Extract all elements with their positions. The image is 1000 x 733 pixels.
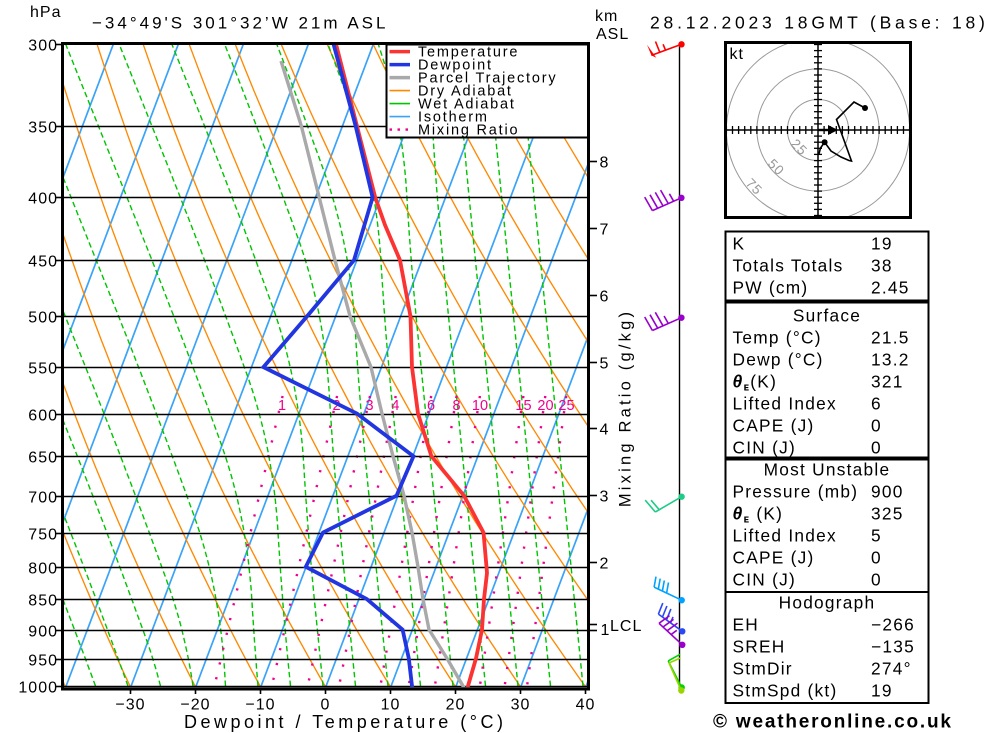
svg-text:300: 300 [28, 37, 58, 54]
svg-text:850: 850 [28, 592, 58, 609]
svg-text:38: 38 [871, 256, 893, 276]
svg-text:0: 0 [871, 570, 882, 590]
svg-text:CAPE (J): CAPE (J) [733, 416, 815, 436]
svg-text:Most Unstable: Most Unstable [764, 460, 891, 480]
svg-text:1000: 1000 [18, 679, 58, 696]
svg-text:ASL: ASL [596, 26, 629, 43]
svg-text:800: 800 [28, 560, 58, 577]
svg-text:−20: −20 [180, 697, 210, 714]
svg-text:21.5: 21.5 [871, 328, 910, 348]
svg-text:−135: −135 [871, 637, 915, 657]
svg-text:2.45: 2.45 [871, 278, 910, 298]
svg-text:950: 950 [28, 652, 58, 669]
svg-text:20: 20 [446, 697, 466, 714]
svg-text:19: 19 [871, 234, 893, 254]
svg-text:hPa: hPa [30, 4, 61, 21]
svg-text:Wet Adiabat: Wet Adiabat [418, 96, 516, 112]
svg-text:13.2: 13.2 [871, 350, 910, 370]
svg-text:750: 750 [28, 526, 58, 543]
svg-text:θᴇ(K): θᴇ(K) [733, 372, 778, 394]
svg-text:450: 450 [28, 253, 58, 270]
svg-text:Dewpoint / Temperature (°C): Dewpoint / Temperature (°C) [184, 712, 506, 732]
svg-text:20: 20 [537, 398, 553, 414]
svg-text:Hodograph: Hodograph [779, 593, 876, 613]
svg-text:40: 40 [576, 697, 596, 714]
svg-text:Temperature: Temperature [418, 44, 519, 60]
svg-text:700: 700 [28, 489, 58, 506]
svg-text:350: 350 [28, 119, 58, 136]
svg-text:Parcel Trajectory: Parcel Trajectory [418, 70, 557, 86]
svg-text:600: 600 [28, 407, 58, 424]
svg-text:10: 10 [381, 697, 401, 714]
svg-text:10: 10 [472, 398, 488, 414]
svg-text:Dewp (°C): Dewp (°C) [733, 350, 824, 370]
svg-text:Isotherm: Isotherm [418, 109, 489, 125]
svg-text:K: K [733, 234, 746, 254]
svg-text:Lifted Index: Lifted Index [733, 394, 837, 414]
svg-text:StmDir: StmDir [733, 659, 793, 679]
svg-text:0: 0 [871, 438, 882, 458]
svg-text:StmSpd (kt): StmSpd (kt) [733, 681, 838, 701]
svg-text:25: 25 [558, 398, 574, 414]
svg-text:0: 0 [321, 697, 331, 714]
svg-text:km: km [595, 8, 618, 25]
svg-text:EH: EH [733, 615, 760, 635]
svg-text:4: 4 [600, 421, 610, 438]
svg-text:8: 8 [600, 154, 610, 171]
svg-text:1: 1 [601, 622, 611, 639]
svg-text:θᴇ (K): θᴇ (K) [733, 504, 784, 526]
svg-text:400: 400 [28, 190, 58, 207]
svg-text:−34°49'S 301°32’W 21m ASL: −34°49'S 301°32’W 21m ASL [92, 14, 388, 33]
svg-text:5: 5 [600, 355, 610, 372]
svg-text:Totals Totals: Totals Totals [733, 256, 844, 276]
svg-text:CAPE (J): CAPE (J) [733, 548, 815, 568]
svg-text:kt: kt [730, 46, 744, 63]
svg-text:−10: −10 [245, 697, 275, 714]
svg-text:650: 650 [28, 449, 58, 466]
svg-text:Temp (°C): Temp (°C) [733, 328, 822, 348]
svg-text:Dry Adiabat: Dry Adiabat [418, 83, 513, 99]
svg-text:PW (cm): PW (cm) [733, 278, 809, 298]
svg-text:274°: 274° [871, 659, 912, 679]
svg-text:Lifted Index: Lifted Index [733, 526, 837, 546]
svg-text:15: 15 [515, 398, 531, 414]
svg-text:6: 6 [427, 398, 435, 414]
svg-text:−30: −30 [115, 697, 145, 714]
svg-text:5: 5 [871, 526, 882, 546]
svg-text:321: 321 [871, 372, 904, 392]
svg-text:28.12.2023 18GMT (Base: 18): 28.12.2023 18GMT (Base: 18) [650, 13, 989, 33]
svg-text:3: 3 [600, 488, 610, 505]
svg-text:550: 550 [28, 360, 58, 377]
svg-text:Mixing Ratio: Mixing Ratio [418, 122, 519, 138]
svg-text:30: 30 [511, 697, 531, 714]
svg-text:0: 0 [871, 548, 882, 568]
svg-text:CIN (J): CIN (J) [733, 438, 796, 458]
svg-text:3: 3 [366, 398, 374, 414]
svg-text:900: 900 [871, 482, 904, 502]
svg-text:500: 500 [28, 309, 58, 326]
svg-text:−266: −266 [871, 615, 915, 635]
svg-text:1: 1 [278, 398, 286, 414]
svg-text:2: 2 [600, 555, 610, 572]
svg-text:Surface: Surface [793, 306, 861, 326]
svg-text:0: 0 [871, 416, 882, 436]
svg-text:Mixing Ratio (g/kg): Mixing Ratio (g/kg) [617, 309, 635, 507]
svg-text:6: 6 [871, 394, 882, 414]
svg-text:19: 19 [871, 681, 893, 701]
svg-text:CIN (J): CIN (J) [733, 570, 796, 590]
svg-text:7: 7 [600, 221, 610, 238]
svg-text:900: 900 [28, 623, 58, 640]
svg-text:Dewpoint: Dewpoint [418, 57, 493, 73]
svg-text:LCL: LCL [610, 618, 642, 635]
svg-text:2: 2 [333, 398, 341, 414]
svg-text:8: 8 [453, 398, 461, 414]
svg-text:SREH: SREH [733, 637, 786, 657]
svg-text:6: 6 [600, 288, 610, 305]
svg-text:© weatheronline.co.uk: © weatheronline.co.uk [713, 712, 953, 733]
svg-text:325: 325 [871, 504, 904, 524]
svg-text:4: 4 [391, 398, 399, 414]
svg-text:Pressure (mb): Pressure (mb) [733, 482, 859, 502]
